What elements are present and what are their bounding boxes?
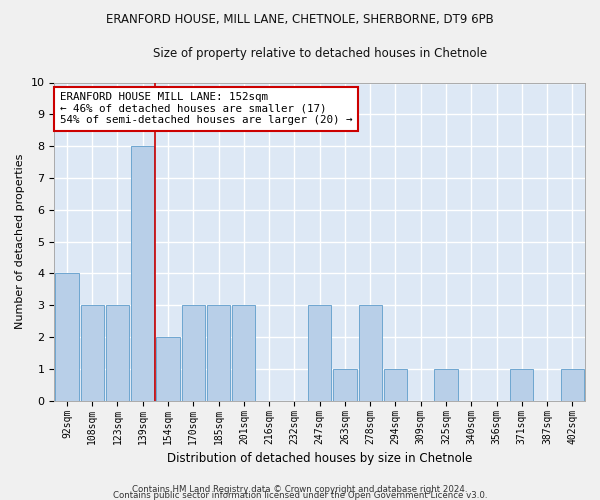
Text: ERANFORD HOUSE MILL LANE: 152sqm
← 46% of detached houses are smaller (17)
54% o: ERANFORD HOUSE MILL LANE: 152sqm ← 46% o…: [59, 92, 352, 125]
Bar: [106, 306, 129, 401]
Bar: [333, 369, 356, 401]
Bar: [207, 306, 230, 401]
Bar: [157, 337, 179, 401]
Text: Contains HM Land Registry data © Crown copyright and database right 2024.: Contains HM Land Registry data © Crown c…: [132, 485, 468, 494]
Bar: [80, 306, 104, 401]
Text: Contains public sector information licensed under the Open Government Licence v3: Contains public sector information licen…: [113, 491, 487, 500]
Bar: [131, 146, 154, 401]
Bar: [359, 306, 382, 401]
Bar: [510, 369, 533, 401]
Text: ERANFORD HOUSE, MILL LANE, CHETNOLE, SHERBORNE, DT9 6PB: ERANFORD HOUSE, MILL LANE, CHETNOLE, SHE…: [106, 12, 494, 26]
Bar: [182, 306, 205, 401]
Bar: [384, 369, 407, 401]
X-axis label: Distribution of detached houses by size in Chetnole: Distribution of detached houses by size …: [167, 452, 472, 465]
Bar: [308, 306, 331, 401]
Bar: [434, 369, 458, 401]
Bar: [55, 274, 79, 401]
Title: Size of property relative to detached houses in Chetnole: Size of property relative to detached ho…: [152, 48, 487, 60]
Y-axis label: Number of detached properties: Number of detached properties: [15, 154, 25, 330]
Bar: [561, 369, 584, 401]
Bar: [232, 306, 256, 401]
